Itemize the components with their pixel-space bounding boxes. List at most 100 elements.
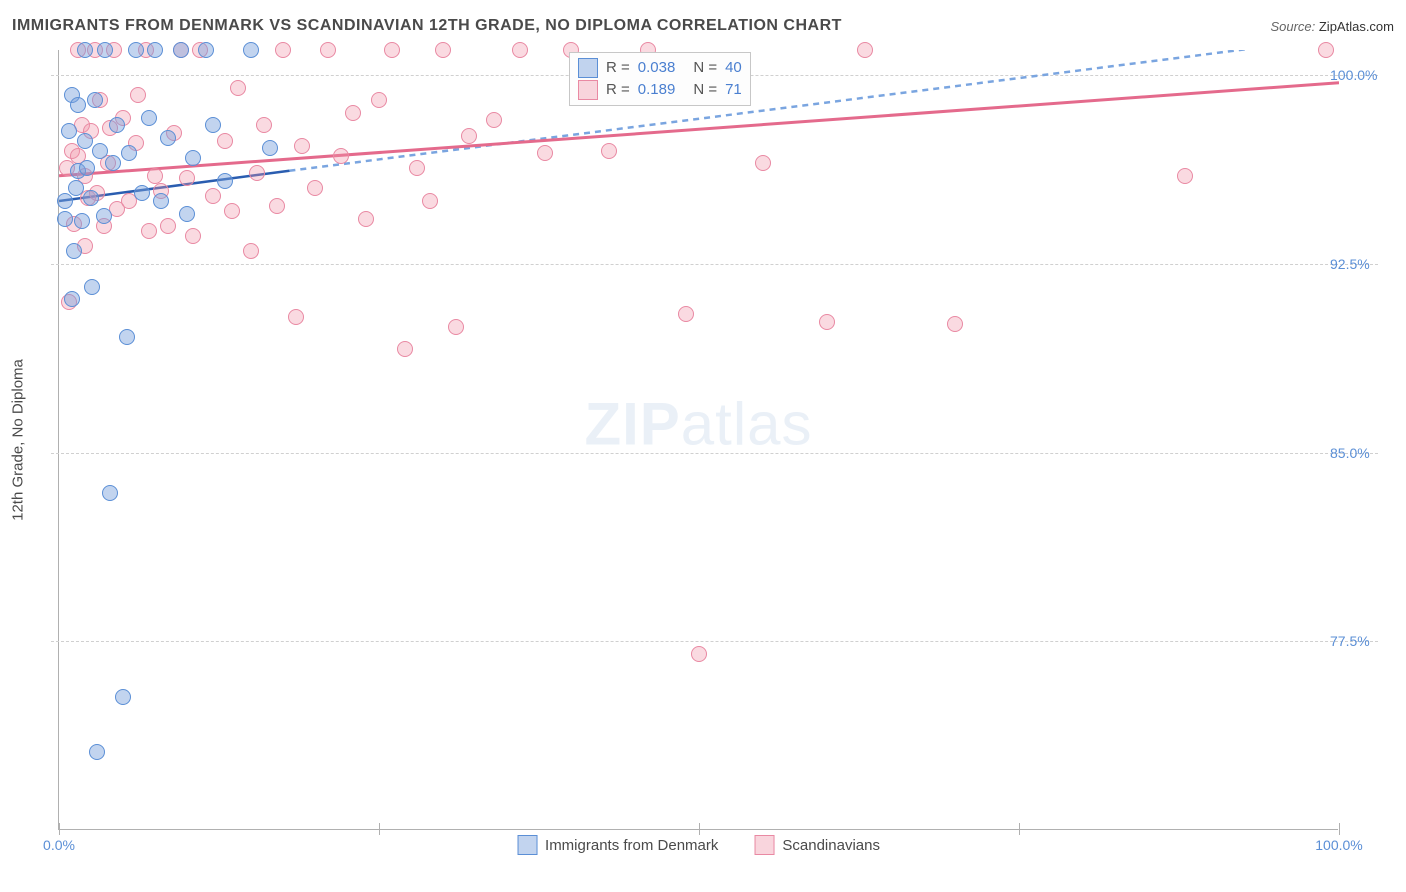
data-point bbox=[92, 143, 108, 159]
data-point bbox=[74, 213, 90, 229]
data-point bbox=[179, 170, 195, 186]
data-point bbox=[217, 133, 233, 149]
data-point bbox=[678, 306, 694, 322]
data-point bbox=[160, 130, 176, 146]
y-tick-label: 100.0% bbox=[1330, 67, 1388, 83]
data-point bbox=[371, 92, 387, 108]
stat-n-value: 40 bbox=[725, 57, 742, 79]
data-point bbox=[77, 133, 93, 149]
data-point bbox=[102, 485, 118, 501]
data-point bbox=[64, 291, 80, 307]
data-point bbox=[448, 319, 464, 335]
data-point bbox=[198, 42, 214, 58]
data-point bbox=[66, 243, 82, 259]
data-point bbox=[320, 42, 336, 58]
data-point bbox=[77, 42, 93, 58]
data-point bbox=[224, 203, 240, 219]
x-tick-label: 0.0% bbox=[43, 837, 75, 853]
data-point bbox=[486, 112, 502, 128]
data-point bbox=[96, 208, 112, 224]
data-point bbox=[755, 155, 771, 171]
legend-swatch bbox=[578, 58, 598, 78]
data-point bbox=[358, 211, 374, 227]
legend-item: Immigrants from Denmark bbox=[517, 835, 718, 855]
plot-area: ZIPatlas 77.5%85.0%92.5%100.0%0.0%100.0%… bbox=[58, 50, 1338, 830]
data-point bbox=[275, 42, 291, 58]
legend-swatch bbox=[754, 835, 774, 855]
stats-legend: R =0.038N =40R =0.189N =71 bbox=[569, 52, 751, 106]
data-point bbox=[134, 185, 150, 201]
data-point bbox=[461, 128, 477, 144]
data-point bbox=[121, 145, 137, 161]
data-point bbox=[89, 744, 105, 760]
gridline bbox=[51, 641, 1378, 642]
source-link[interactable]: ZipAtlas.com bbox=[1319, 19, 1394, 34]
data-point bbox=[57, 211, 73, 227]
data-point bbox=[173, 42, 189, 58]
stats-legend-row: R = 0.189 N = 71 bbox=[578, 79, 742, 101]
data-point bbox=[109, 117, 125, 133]
data-point bbox=[147, 42, 163, 58]
data-point bbox=[512, 42, 528, 58]
stats-legend-row: R =0.038N =40 bbox=[578, 57, 742, 79]
x-tick-label: 100.0% bbox=[1315, 837, 1362, 853]
series-legend: Immigrants from Denmark Scandinavians bbox=[517, 835, 880, 855]
data-point bbox=[147, 168, 163, 184]
data-point bbox=[288, 309, 304, 325]
data-point bbox=[141, 223, 157, 239]
stat-label: N = bbox=[693, 57, 717, 79]
x-tick bbox=[699, 823, 700, 835]
data-point bbox=[1318, 42, 1334, 58]
data-point bbox=[947, 316, 963, 332]
data-point bbox=[61, 123, 77, 139]
stat-label: R = bbox=[606, 79, 630, 101]
legend-swatch bbox=[578, 80, 598, 100]
data-point bbox=[87, 92, 103, 108]
data-point bbox=[691, 646, 707, 662]
stat-r-value: 0.189 bbox=[638, 79, 676, 101]
data-point bbox=[84, 279, 100, 295]
data-point bbox=[68, 180, 84, 196]
stat-n-value: 71 bbox=[725, 79, 742, 101]
legend-item: Scandinavians bbox=[754, 835, 880, 855]
data-point bbox=[384, 42, 400, 58]
data-point bbox=[230, 80, 246, 96]
data-point bbox=[243, 243, 259, 259]
data-point bbox=[83, 190, 99, 206]
data-point bbox=[115, 689, 131, 705]
data-point bbox=[601, 143, 617, 159]
data-point bbox=[185, 228, 201, 244]
y-axis-label: 12th Grade, No Diploma bbox=[10, 359, 27, 521]
data-point bbox=[205, 117, 221, 133]
data-point bbox=[409, 160, 425, 176]
data-point bbox=[243, 42, 259, 58]
data-point bbox=[153, 193, 169, 209]
data-point bbox=[857, 42, 873, 58]
gridline bbox=[51, 264, 1378, 265]
x-tick bbox=[59, 823, 60, 835]
data-point bbox=[537, 145, 553, 161]
source-attribution: Source: ZipAtlas.com bbox=[1270, 19, 1394, 34]
gridline bbox=[51, 453, 1378, 454]
data-point bbox=[205, 188, 221, 204]
legend-label: Immigrants from Denmark bbox=[545, 837, 718, 854]
data-point bbox=[256, 117, 272, 133]
data-point bbox=[819, 314, 835, 330]
stat-label: N = bbox=[693, 79, 717, 101]
y-tick-label: 77.5% bbox=[1330, 633, 1388, 649]
stat-label: R = bbox=[606, 57, 630, 79]
x-tick bbox=[1339, 823, 1340, 835]
data-point bbox=[345, 105, 361, 121]
data-point bbox=[307, 180, 323, 196]
chart-title: IMMIGRANTS FROM DENMARK VS SCANDINAVIAN … bbox=[12, 17, 842, 35]
data-point bbox=[269, 198, 285, 214]
data-point bbox=[217, 173, 233, 189]
y-tick-label: 92.5% bbox=[1330, 256, 1388, 272]
data-point bbox=[1177, 168, 1193, 184]
data-point bbox=[160, 218, 176, 234]
data-point bbox=[435, 42, 451, 58]
data-point bbox=[141, 110, 157, 126]
data-point bbox=[422, 193, 438, 209]
regression-dashed bbox=[289, 50, 1339, 171]
data-point bbox=[179, 206, 195, 222]
